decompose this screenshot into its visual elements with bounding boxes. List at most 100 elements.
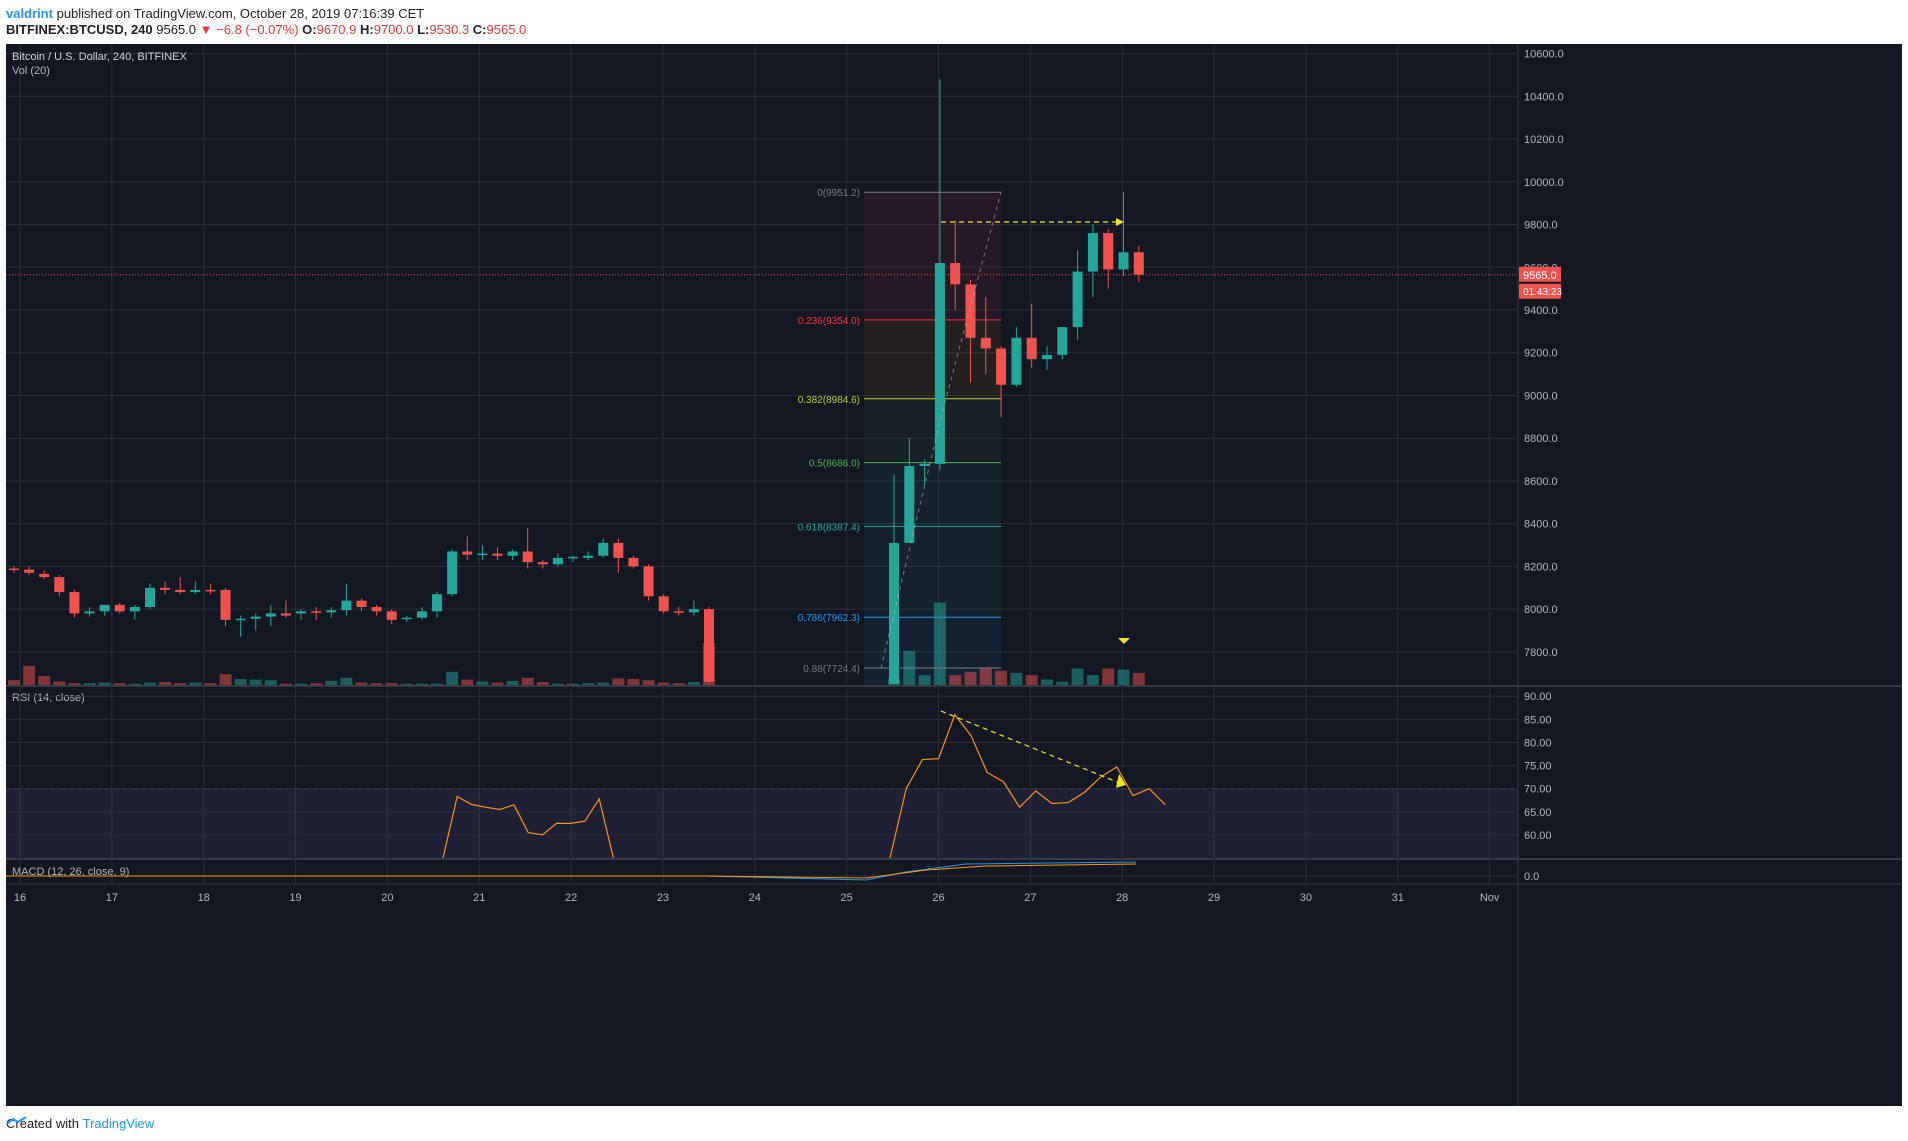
x-tick-label: 24 xyxy=(749,892,761,904)
candle-body xyxy=(688,609,699,613)
chart-area[interactable]: 16 17 18 19 20 21 22 23 24 25 26 27 28 29 30 31 Nov 7800.… xyxy=(6,44,1902,1106)
candle-body xyxy=(919,463,930,466)
candle-body xyxy=(950,263,961,285)
candle-body xyxy=(507,551,518,556)
volume-bar xyxy=(295,683,308,685)
open-value: 9670.9 xyxy=(316,22,357,37)
last-price-badge-bg xyxy=(1519,266,1561,282)
x-tick-label: 29 xyxy=(1208,892,1220,904)
candle-body xyxy=(1118,252,1129,270)
candle-body xyxy=(432,594,443,612)
author-link[interactable]: valdrint xyxy=(6,6,53,21)
candle-body xyxy=(39,573,50,578)
fib-level-label: 0.786(7962.3) xyxy=(798,613,860,624)
volume-bar xyxy=(642,680,655,685)
fib-zone xyxy=(864,398,1001,463)
candle-body xyxy=(99,604,110,612)
rsi-line xyxy=(889,713,1166,859)
x-tick-label: 20 xyxy=(381,892,393,904)
candle-body xyxy=(235,618,246,621)
volume-bar xyxy=(491,682,504,685)
candle-body xyxy=(265,613,276,617)
volume-bar xyxy=(249,679,262,685)
rsi-line xyxy=(442,795,614,859)
tradingview-link[interactable]: TradingView xyxy=(82,1116,155,1131)
rsi-arrow-head-icon xyxy=(1116,773,1126,788)
x-tick-label: 28 xyxy=(1116,892,1128,904)
symbol-label: BITFINEX:BTCUSD, 240 xyxy=(6,22,153,37)
volume-bar xyxy=(1025,675,1038,685)
candle-body xyxy=(1133,252,1144,275)
candle-body xyxy=(280,613,291,616)
volume-bar xyxy=(128,683,141,685)
volume-bar xyxy=(415,683,428,685)
fib-zone xyxy=(864,192,1001,320)
volume-bar xyxy=(53,681,66,685)
volume-legend: Vol (20) xyxy=(12,65,50,77)
rsi-band xyxy=(6,788,1518,858)
candle-body xyxy=(462,551,473,555)
volume-bar xyxy=(476,681,489,685)
y-tick-label: 7800.0 xyxy=(1524,647,1558,659)
fib-level-label: 0.88(7724.4) xyxy=(803,664,860,675)
down-marker-icon xyxy=(1118,638,1130,644)
candle-body xyxy=(996,348,1007,385)
footer: Created with TradingView xyxy=(6,1116,154,1131)
volume-bar xyxy=(918,675,931,685)
volume-bar xyxy=(310,683,323,685)
rsi-tick-label: 80.00 xyxy=(1524,737,1552,749)
rsi-tick-label: 75.00 xyxy=(1524,761,1552,773)
volume-bar xyxy=(597,682,610,685)
volume-bar xyxy=(964,671,977,685)
candle-body xyxy=(9,568,19,571)
fib-zone xyxy=(864,617,1001,685)
y-tick-label: 8400.0 xyxy=(1524,519,1558,531)
candle-body xyxy=(326,610,337,613)
volume-bar xyxy=(23,665,36,685)
candle-body xyxy=(628,557,639,567)
last-price-badge: 9565.0 xyxy=(1523,270,1557,282)
volume-bar xyxy=(370,683,383,685)
candle-body xyxy=(583,555,594,558)
volume-bar xyxy=(1102,668,1115,685)
chart-svg[interactable]: 16 17 18 19 20 21 22 23 24 25 26 27 28 29 30 31 Nov 7800.… xyxy=(6,44,1902,1106)
created-with-text: Created with xyxy=(6,1116,79,1131)
x-tick-label: 16 xyxy=(14,892,26,904)
volume-bar xyxy=(174,683,187,685)
candle-body xyxy=(129,607,140,612)
close-value: 9565.0 xyxy=(486,22,527,37)
candle-body xyxy=(1103,233,1114,270)
candle-body xyxy=(84,611,95,614)
candle-body xyxy=(568,556,579,559)
volume-bar xyxy=(446,671,459,685)
low-label: L: xyxy=(417,22,430,37)
volume-bar xyxy=(98,682,111,685)
fib-trend-line xyxy=(880,192,1002,669)
volume-bar xyxy=(521,677,534,685)
candle-body xyxy=(934,263,945,464)
volume-bar xyxy=(264,680,277,685)
candle-body xyxy=(205,589,216,592)
volume-bar xyxy=(83,683,96,685)
arrow-head-icon xyxy=(1116,217,1124,226)
candle-body xyxy=(447,551,458,595)
main-legend: Bitcoin / U.S. Dollar, 240, BITFINEX xyxy=(12,51,188,63)
candle-body xyxy=(311,611,322,613)
y-tick-label: 9400.0 xyxy=(1524,305,1558,317)
volume-bar xyxy=(189,682,202,685)
candle-body xyxy=(598,542,609,556)
volume-bar xyxy=(1117,669,1130,685)
candle-body xyxy=(1072,271,1083,328)
volume-bar xyxy=(461,679,474,685)
x-tick-label: 25 xyxy=(841,892,853,904)
candle-body xyxy=(69,592,80,614)
candle-body xyxy=(144,587,155,608)
candle-body xyxy=(54,577,65,593)
volume-bar xyxy=(1086,675,1099,685)
fib-zone xyxy=(864,319,1001,399)
volume-bar xyxy=(113,683,126,685)
y-tick-label: 8200.0 xyxy=(1524,561,1558,573)
candle-body xyxy=(1042,354,1052,360)
y-tick-label: 10400.0 xyxy=(1524,91,1564,103)
volume-bar xyxy=(325,680,338,685)
